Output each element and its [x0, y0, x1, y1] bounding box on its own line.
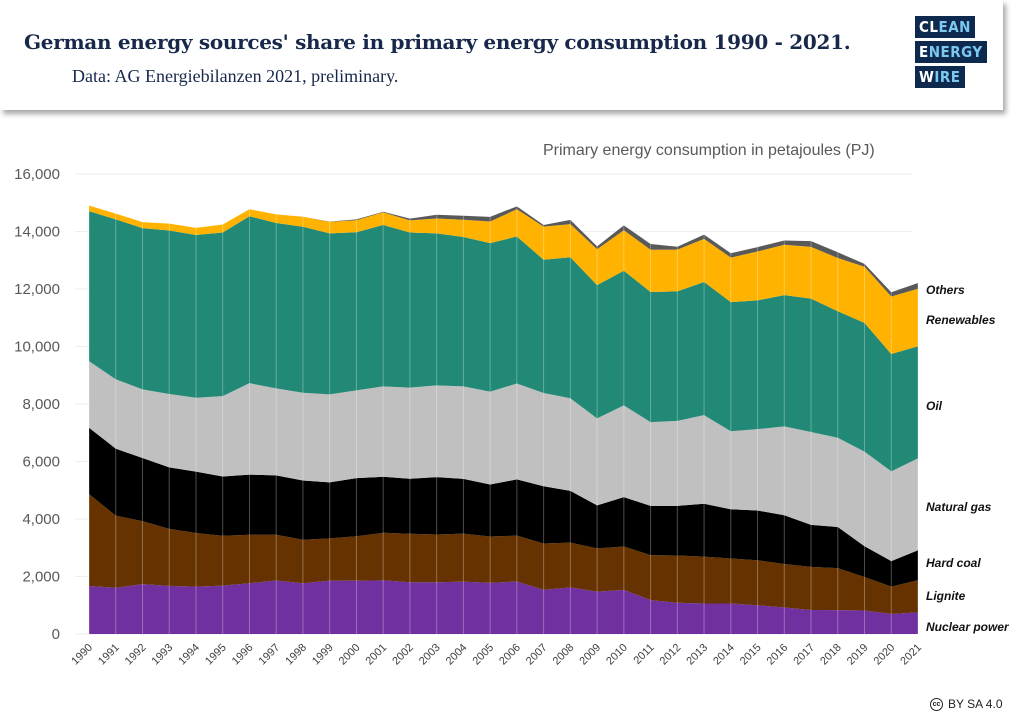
x-tick-label: 2011 — [631, 642, 656, 667]
x-tick-label: 2003 — [417, 642, 443, 668]
y-tick-label: 6,000 — [22, 454, 60, 471]
area-renewables — [89, 205, 918, 355]
x-tick-label: 2008 — [551, 642, 577, 668]
x-tick-label: 1996 — [230, 642, 256, 668]
y-tick-label: 14,000 — [14, 224, 60, 241]
series-label: Others — [926, 283, 965, 297]
series-label: Lignite — [926, 589, 966, 603]
chart-subtitle: Data: AG Energiebilanzen 2021, prelimina… — [72, 66, 399, 86]
x-tick-label: 2010 — [604, 642, 630, 668]
x-tick-label: 2005 — [470, 642, 496, 668]
creative-commons-icon: cc — [930, 697, 943, 711]
x-tick-label: 2006 — [497, 642, 523, 668]
license: cc BY SA 4.0 — [930, 697, 1003, 711]
x-tick-label: 2020 — [872, 642, 898, 668]
y-tick-label: 8,000 — [22, 396, 60, 413]
x-tick-label: 2015 — [738, 642, 764, 668]
clean-energy-wire-logo: CLEAN ENERGY WIRE — [915, 16, 987, 91]
x-tick-label: 2013 — [684, 642, 710, 668]
series-label: Hard coal — [926, 556, 981, 570]
x-tick-label: 2002 — [390, 642, 416, 668]
series-label: Natural gas — [926, 500, 992, 514]
x-tick-label: 1992 — [123, 642, 149, 668]
x-tick-label: 1994 — [176, 642, 202, 668]
x-tick-label: 2019 — [845, 642, 871, 668]
x-tick-label: 1991 — [96, 642, 122, 668]
area-oil — [89, 211, 918, 472]
x-tick-label: 2000 — [337, 642, 363, 668]
x-tick-label: 2007 — [524, 642, 550, 668]
x-tick-label: 2018 — [818, 642, 844, 668]
y-tick-label: 12,000 — [14, 281, 60, 298]
area-lignite — [89, 494, 918, 614]
series-label: Renewables — [926, 313, 996, 327]
y-tick-label: 10,000 — [14, 339, 60, 356]
x-tick-label: 1999 — [310, 642, 336, 668]
x-tick-label: 2014 — [711, 642, 737, 668]
x-tick-label: 2017 — [791, 642, 817, 668]
y-tick-label: 4,000 — [22, 511, 60, 528]
area-hard-coal — [89, 427, 918, 587]
series-label: Oil — [926, 399, 943, 413]
y-tick-label: 0 — [52, 626, 60, 643]
license-text: BY SA 4.0 — [948, 697, 1003, 711]
x-tick-label: 2021 — [898, 642, 924, 668]
area-natural-gas — [89, 361, 918, 562]
x-tick-label: 2001 — [363, 642, 389, 668]
series-label: Nuclear power — [926, 620, 1010, 634]
x-tick-label: 1995 — [203, 642, 229, 668]
area-others — [89, 205, 918, 297]
x-tick-label: 2016 — [765, 642, 791, 668]
y-tick-label: 16,000 — [14, 166, 60, 183]
y-tick-label: 2,000 — [22, 569, 60, 586]
x-tick-label: 2012 — [658, 642, 684, 668]
x-tick-label: 2004 — [444, 642, 470, 668]
x-tick-label: 2009 — [577, 642, 603, 668]
x-tick-label: 1990 — [69, 642, 95, 668]
x-tick-label: 1998 — [283, 642, 309, 668]
x-tick-label: 1997 — [257, 642, 283, 668]
y-axis-title: Primary energy consumption in petajoules… — [543, 142, 875, 159]
chart-title: German energy sources' share in primary … — [24, 30, 851, 54]
header-card: German energy sources' share in primary … — [0, 0, 1003, 110]
area-nuclear-power — [89, 580, 918, 634]
x-tick-label: 1993 — [150, 642, 176, 668]
